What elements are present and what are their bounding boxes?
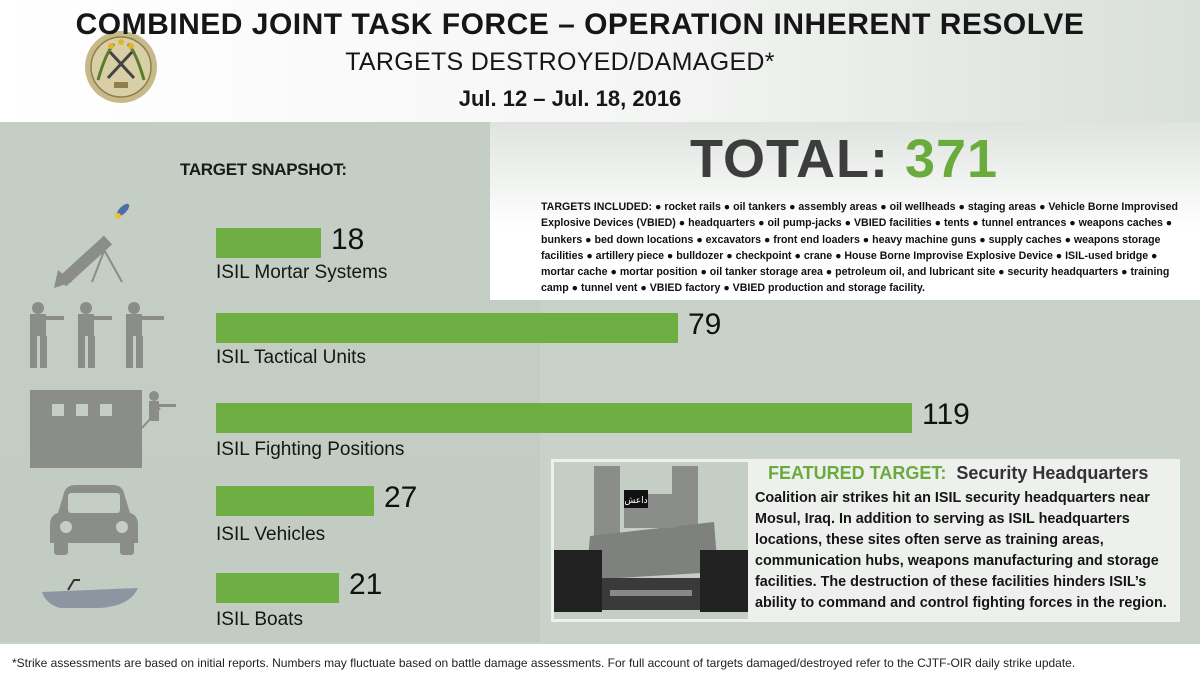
- total-panel: [490, 122, 1200, 300]
- footnote: *Strike assessments are based on initial…: [12, 656, 1076, 670]
- vehicle-icon: [50, 485, 138, 555]
- total-label: TOTAL:: [690, 129, 889, 189]
- footer-bar: [0, 644, 1200, 675]
- bar-value-label: 79: [688, 308, 722, 341]
- featured-label: FEATURED TARGET:: [768, 463, 947, 483]
- building-icon: [30, 390, 176, 468]
- date-range: Jul. 12 – Jul. 18, 2016: [458, 86, 682, 111]
- bar-category-label: ISIL Boats: [216, 609, 303, 630]
- page-title: COMBINED JOINT TASK FORCE – OPERATION IN…: [75, 8, 1085, 41]
- bar-category-label: ISIL Fighting Positions: [216, 439, 405, 460]
- bar-value-label: 21: [349, 568, 383, 601]
- bar-isil-boats: [216, 573, 339, 603]
- mortar-icon: [54, 203, 130, 288]
- bar-value-label: 18: [331, 223, 365, 256]
- header-banner: [0, 0, 1200, 122]
- soldiers-icon: [30, 302, 164, 368]
- targets-included-text: TARGETS INCLUDED: ● rocket rails ● oil t…: [541, 201, 1178, 295]
- featured-heading: FEATURED TARGET: Security Headquarters: [768, 463, 1148, 484]
- boat-icon: [42, 579, 138, 608]
- bar-value-label: 119: [922, 398, 970, 431]
- snapshot-label: TARGET SNAPSHOT:: [180, 160, 347, 179]
- bar-category-label: ISIL Mortar Systems: [216, 262, 388, 283]
- bar-isil-vehicles: [216, 486, 374, 516]
- chart-panel: [0, 122, 540, 642]
- featured-name: Security Headquarters: [956, 463, 1149, 483]
- bar-isil-mortar-systems: [216, 228, 321, 258]
- bar-isil-fighting-positions: [216, 403, 912, 433]
- factory-icon: داعش: [554, 462, 748, 619]
- cjtf-seal-icon: [85, 31, 157, 103]
- total-heading: TOTAL: 371: [690, 128, 998, 190]
- flag-text: داعش: [624, 496, 647, 506]
- page-subtitle: TARGETS DESTROYED/DAMAGED*: [345, 48, 775, 76]
- bar-category-label: ISIL Vehicles: [216, 524, 326, 545]
- bar-isil-tactical-units: [216, 313, 678, 343]
- bar-category-label: ISIL Tactical Units: [216, 347, 366, 368]
- total-value: 371: [904, 129, 999, 189]
- bar-value-label: 27: [384, 481, 418, 514]
- featured-description: Coalition air strikes hit an ISIL securi…: [755, 490, 1167, 611]
